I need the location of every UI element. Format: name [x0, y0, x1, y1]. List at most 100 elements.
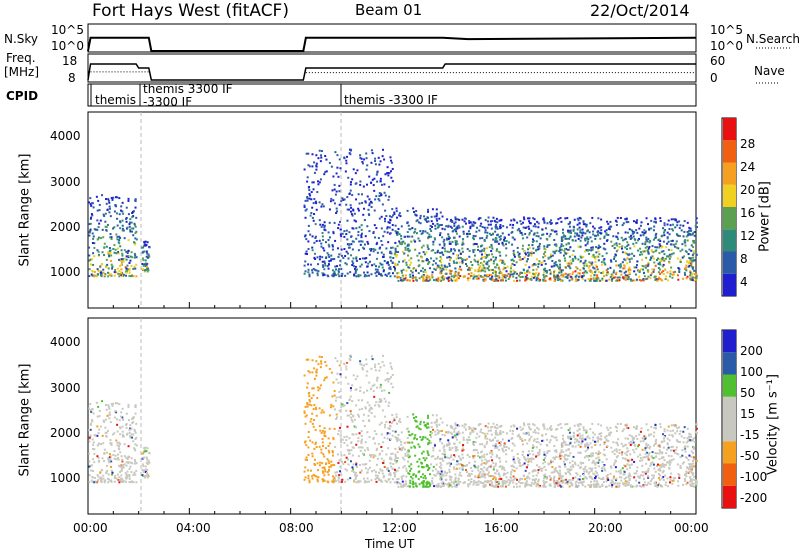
velocity-cell	[357, 440, 360, 443]
power-cell	[635, 241, 638, 244]
power-cell	[561, 275, 564, 278]
power-cell	[675, 219, 678, 222]
power-cell	[552, 271, 555, 274]
velocity-cell	[332, 405, 335, 408]
velocity-cell	[628, 472, 631, 475]
velocity-cell	[670, 424, 673, 427]
power-cell	[407, 244, 410, 247]
velocity-colorbar-swatch	[723, 463, 736, 486]
power-cell	[478, 269, 481, 272]
power-cell	[508, 276, 511, 279]
velocity-cell	[549, 477, 552, 480]
power-cell	[393, 262, 396, 265]
velocity-cell	[459, 481, 462, 484]
power-cell	[668, 261, 671, 264]
power-cell	[450, 270, 453, 273]
power-cell	[588, 252, 591, 255]
power-cell	[374, 163, 377, 166]
velocity-cell	[380, 446, 383, 449]
velocity-cell	[511, 468, 514, 471]
velocity-cell	[315, 446, 318, 449]
power-cell	[569, 263, 572, 266]
velocity-cell	[349, 395, 352, 398]
power-cell	[671, 273, 674, 276]
power-cell	[639, 247, 642, 250]
power-cell	[96, 238, 99, 241]
velocity-cell	[361, 463, 364, 466]
velocity-cell	[93, 481, 96, 484]
power-cell	[352, 262, 355, 265]
power-cell	[586, 237, 589, 240]
power-cell	[559, 251, 562, 254]
velocity-cell	[594, 440, 597, 443]
power-cell	[642, 278, 645, 281]
velocity-cell	[435, 421, 438, 424]
power-cell	[480, 222, 483, 225]
power-cell	[552, 250, 555, 253]
velocity-cell	[102, 474, 105, 477]
power-cell	[463, 217, 466, 220]
power-cell	[481, 256, 484, 259]
power-cell	[483, 249, 486, 252]
power-cell	[573, 218, 576, 221]
power-cell	[494, 273, 497, 276]
velocity-cell	[499, 441, 502, 444]
power-cell	[389, 250, 392, 253]
power-cell	[626, 257, 629, 260]
velocity-cell	[639, 430, 642, 433]
power-cell	[378, 192, 381, 195]
velocity-cell	[407, 472, 410, 475]
velocity-cell	[526, 464, 529, 467]
power-cell	[566, 276, 569, 279]
velocity-cell	[344, 468, 347, 471]
velocity-cell	[341, 403, 344, 406]
freq-right-tick-top: 60	[710, 54, 726, 68]
velocity-cell	[453, 428, 456, 431]
power-cell	[516, 272, 519, 275]
power-cell	[649, 258, 652, 261]
power-cell	[581, 276, 584, 279]
power-cell	[458, 261, 461, 264]
power-cell	[400, 271, 403, 274]
velocity-cell	[330, 371, 333, 374]
power-cell	[344, 170, 347, 173]
power-cell	[391, 208, 394, 211]
power-cell	[444, 272, 447, 275]
power-cell	[483, 279, 486, 282]
velocity-cell	[593, 480, 596, 483]
velocity-cell	[120, 474, 123, 477]
velocity-cell	[544, 433, 547, 436]
velocity-cell	[396, 439, 399, 442]
velocity-cell	[564, 423, 567, 426]
velocity-cell	[333, 478, 336, 481]
velocity-cell	[134, 438, 137, 441]
velocity-cell	[317, 363, 320, 366]
power-cell	[478, 229, 481, 232]
velocity-cell	[97, 442, 100, 445]
velocity-cell	[458, 467, 461, 470]
power-cell	[444, 265, 447, 268]
velocity-cell	[685, 483, 688, 486]
power-cell	[434, 262, 437, 265]
power-cell	[517, 227, 520, 230]
velocity-cell	[415, 484, 418, 487]
velocity-cell	[100, 443, 103, 446]
power-cell	[318, 258, 321, 261]
velocity-cell	[391, 434, 394, 437]
power-cell	[321, 264, 324, 267]
power-cell	[313, 197, 316, 200]
power-cell	[124, 266, 127, 269]
velocity-cell	[88, 429, 91, 432]
power-cell	[503, 236, 506, 239]
velocity-cell	[382, 462, 385, 465]
power-cell	[343, 157, 346, 160]
velocity-cell	[354, 476, 357, 479]
velocity-cell	[550, 425, 553, 428]
velocity-cell	[374, 478, 377, 481]
velocity-cell	[502, 481, 505, 484]
power-cell	[334, 265, 337, 268]
power-cell	[663, 259, 666, 262]
power-cell	[513, 254, 516, 257]
power-cell	[361, 240, 364, 243]
power-cell	[685, 264, 688, 267]
